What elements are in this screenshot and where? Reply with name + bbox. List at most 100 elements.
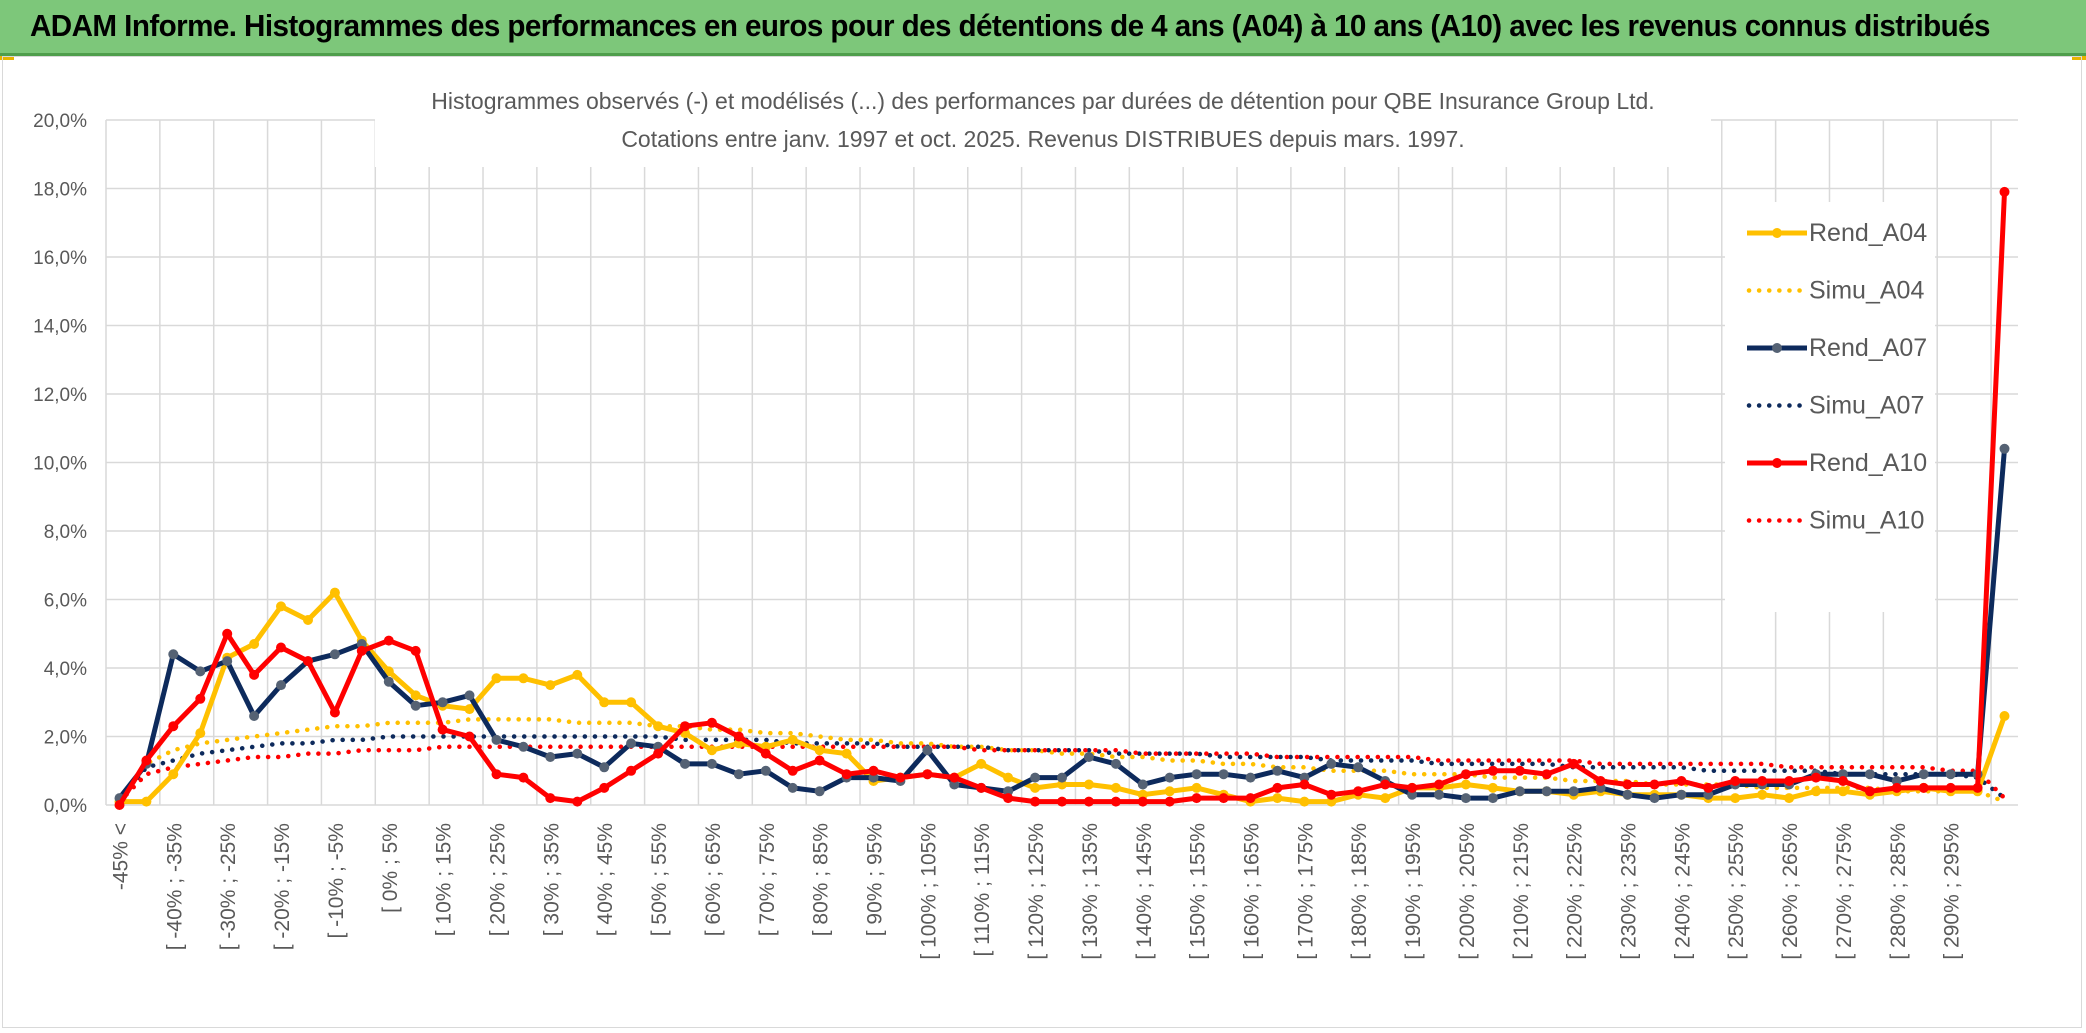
point-rend_a04 (626, 697, 637, 708)
point-rend_a10 (1784, 776, 1795, 786)
point-rend_a04 (1030, 782, 1041, 793)
point-rend_a10 (303, 656, 313, 667)
x-tick-label: [ 240% ; 245% (1671, 823, 1694, 960)
point-rend_a04 (706, 745, 717, 756)
point-rend_a10 (1864, 786, 1875, 797)
point-rend_a04 (1730, 793, 1741, 804)
point-rend_a10 (1972, 782, 1983, 793)
point-rend_a10 (410, 645, 421, 656)
series-line-simu_a10 (117, 744, 2007, 804)
point-rend_a04 (1460, 779, 1471, 790)
y-tick-label: 10,0% (33, 454, 87, 475)
x-tick-label: [ 270% ; 275% (1833, 823, 1856, 960)
point-rend_a04 (518, 673, 529, 684)
point-rend_a07 (1460, 793, 1471, 804)
point-rend_a10 (141, 755, 152, 766)
point-rend_a10 (222, 628, 233, 639)
point-rend_a10 (1568, 758, 1579, 769)
legend-label: Rend_A07 (1809, 334, 1927, 362)
point-rend_a04 (814, 745, 825, 756)
point-rend_a10 (1676, 776, 1687, 786)
point-rend_a10 (1353, 786, 1364, 797)
x-tick-label: [ 280% ; 285% (1887, 823, 1910, 960)
point-rend_a10 (760, 748, 771, 759)
point-rend_a07 (1299, 772, 1310, 783)
point-rend_a04 (599, 697, 610, 708)
x-tick-label: [ 180% ; 185% (1348, 823, 1371, 960)
point-rend_a10 (572, 796, 583, 807)
point-rend_a04 (1057, 779, 1067, 790)
point-rend_a04 (841, 748, 852, 759)
point-rend_a07 (1245, 772, 1256, 783)
x-tick-label: [ -40% ; -35% (163, 823, 186, 950)
x-tick-label: [ 110% ; 115% (971, 823, 994, 956)
point-rend_a10 (976, 782, 987, 793)
x-tick-label: [ -30% ; -25% (217, 823, 240, 950)
y-tick-label: 18,0% (33, 180, 87, 201)
point-rend_a07 (195, 666, 206, 677)
point-rend_a04 (1137, 789, 1148, 800)
chart-title-line1: Histogrammes observés (-) et modélisés (… (431, 88, 1654, 114)
point-rend_a10 (329, 707, 340, 718)
legend-label: Simu_A04 (1809, 277, 1924, 305)
point-rend_a04 (1164, 786, 1175, 797)
y-axis-ticks: 0,0% 2,0% 4,0% 6,0% 8,0% 10,0% 12,0% 14,0% 16,0%… (33, 111, 87, 817)
point-rend_a04 (141, 796, 152, 807)
point-rend_a10 (922, 769, 933, 780)
x-tick-label: [ 50% ; 55% (648, 823, 671, 936)
point-rend_a10 (1326, 789, 1337, 800)
point-rend_a07 (1918, 769, 1929, 780)
point-rend_a10 (437, 724, 448, 735)
series-lines (114, 186, 2010, 810)
series-line-simu_a04 (117, 717, 2007, 804)
point-rend_a10 (1218, 793, 1229, 804)
point-rend_a10 (626, 765, 637, 776)
point-rend_a07 (249, 711, 260, 721)
point-rend_a07 (1164, 772, 1175, 783)
point-rend_a10 (1757, 776, 1768, 786)
point-rend_a04 (1487, 782, 1498, 793)
point-rend_a07 (1110, 758, 1121, 769)
x-tick-label: [ 20% ; 25% (486, 823, 509, 936)
point-rend_a10 (1191, 793, 1202, 804)
point-rend_a10 (1110, 796, 1121, 807)
corner-mark-left (0, 56, 14, 60)
x-tick-label: [ 120% ; 125% (1025, 823, 1048, 960)
point-rend_a10 (1003, 793, 1014, 804)
point-rend_a10 (1514, 765, 1525, 776)
y-tick-label: 20,0% (33, 111, 87, 132)
point-rend_a04 (410, 690, 421, 701)
x-tick-label: [ 60% ; 65% (702, 823, 725, 936)
point-rend_a07 (329, 649, 340, 660)
point-rend_a10 (841, 769, 852, 780)
point-rend_a04 (1110, 782, 1121, 793)
point-rend_a10 (1811, 772, 1821, 783)
point-rend_a10 (868, 765, 879, 776)
point-rend_a07 (1353, 762, 1364, 773)
y-tick-label: 6,0% (44, 591, 87, 612)
point-rend_a07 (491, 734, 502, 745)
point-rend_a07 (1272, 765, 1283, 776)
point-rend_a04 (1838, 786, 1848, 797)
point-rend_a07 (168, 649, 179, 660)
point-rend_a07 (1326, 758, 1337, 769)
point-rend_a04 (276, 601, 286, 612)
histogram-chart: 0,0% 2,0% 4,0% 6,0% 8,0% 10,0% 12,0% 14,0% 16,0%… (33, 81, 2018, 960)
point-rend_a04 (491, 673, 502, 684)
x-tick-label: [ 0% ; 5% (379, 823, 402, 913)
point-rend_a07 (1945, 769, 1956, 780)
point-rend_a10 (114, 800, 125, 810)
x-tick-label: [ 250% ; 255% (1725, 823, 1748, 960)
point-rend_a10 (1945, 782, 1956, 793)
point-rend_a10 (168, 721, 179, 732)
point-rend_a07 (787, 782, 798, 793)
point-rend_a04 (1191, 782, 1202, 793)
point-rend_a10 (1137, 796, 1148, 807)
point-rend_a10 (1891, 782, 1902, 793)
point-rend_a10 (787, 765, 798, 776)
legend-marker (1772, 228, 1782, 238)
point-rend_a07 (1999, 443, 2010, 454)
point-rend_a07 (733, 769, 744, 780)
point-rend_a04 (1272, 793, 1283, 804)
point-rend_a04 (1757, 789, 1768, 800)
